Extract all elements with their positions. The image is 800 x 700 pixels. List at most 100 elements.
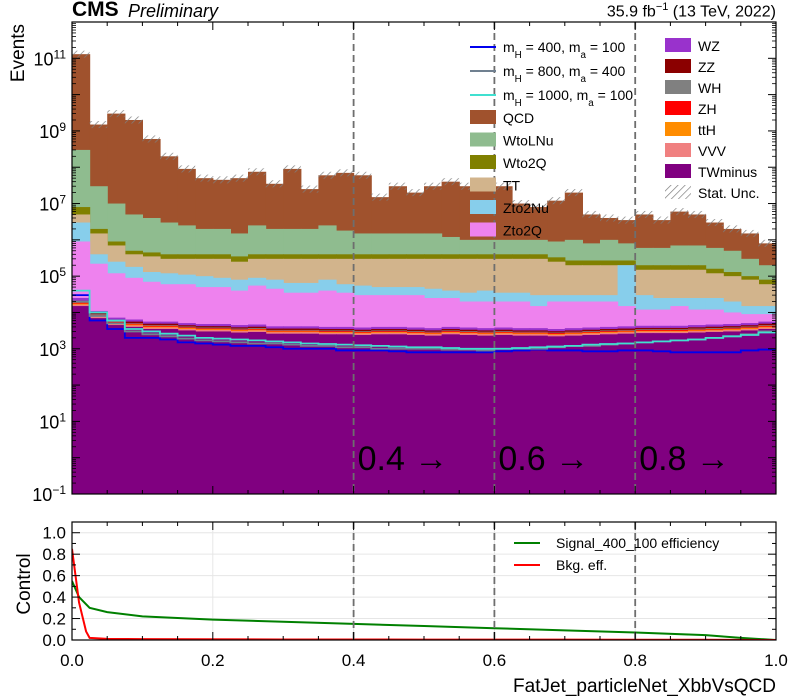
legend-swatch-stat [665,185,691,199]
stack-bar-twminus [740,330,759,494]
stat-unc-band [371,193,389,201]
stack-bar-twminus [177,330,196,494]
stat-unc-band [177,165,196,173]
efficiency-y-axis-label: Control [14,553,35,614]
stack-layer-twminus [72,306,776,494]
stacked-backgrounds [72,50,776,494]
stack-bar-twminus [265,333,284,494]
subscript: a [581,74,587,85]
y-tick-label: 1.0 [42,524,66,543]
experiment-label: CMS [72,0,119,21]
stat-unc-band [582,210,600,218]
y-tick-label: 103 [39,338,66,360]
x-tick-label: 0.4 [342,651,366,670]
legend-signal-label: mH = 1000, ma = 100 [503,87,633,109]
stack-bar-twminus [124,326,143,494]
legend-label: ttH [698,122,716,138]
stat-unc-band [635,210,653,218]
stat-unc-band [670,208,688,216]
subscript: a [588,98,594,109]
stack-bar-twminus [564,335,583,494]
stat-unc-band [564,189,583,197]
legend-swatch [470,222,496,237]
y-tick-label: 0.8 [42,545,66,564]
legend-signal-label: mH = 800, ma = 400 [503,63,625,85]
stat-unc-band [688,210,706,218]
x-tick-label: 0.6 [483,651,507,670]
stack-bar-twminus [336,334,355,494]
legend-label: TT [503,178,521,194]
x-axis-label: FatJet_particleNet_XbbVsQCD [513,676,776,697]
tick-base: 10 [39,122,59,142]
stat-unc-band [142,135,160,143]
stat-unc-band [740,229,759,237]
legend-label: WZ [698,38,720,54]
stack-bar-twminus [195,331,214,494]
luminosity-label: 35.9 fb−1 (13 TeV, 2022) [607,1,776,21]
subscript: a [581,50,587,61]
stat-unc-band [124,116,143,124]
legend-text-part: = 100 [594,87,634,103]
stat-unc-band [547,197,565,205]
stack-bar-twminus [705,331,724,494]
stat-unc-band [336,169,354,177]
stat-unc-band [300,185,319,193]
stat-unc-band [512,200,530,208]
stack-bar-twminus [212,331,231,494]
y-tick-label: 0.0 [42,631,66,650]
stack-bar-twminus [688,332,707,494]
stat-unc-band [248,168,266,176]
legend-label: Zto2Nu [503,200,549,216]
stack-bar-twminus [582,334,601,494]
lumi-suffix: (13 TeV, 2022) [668,3,776,21]
stat-unc-band [388,182,407,190]
tick-exponent: −1 [52,483,66,497]
stat-unc-band [459,182,477,190]
stat-unc-band [89,121,108,129]
legend-text-part: = 400, m [522,39,581,55]
legend-swatch [665,80,691,94]
efficiency-legend-label: Signal_400_100 efficiency [556,535,719,551]
y-tick-label: 109 [39,120,66,142]
main-y-axis-label: Events [8,24,29,82]
signal-line-0 [72,294,776,354]
stat-unc-band [652,216,671,224]
legend-label: Zto2Q [503,223,542,239]
legend-text-part: m [503,87,515,103]
legend-swatch [470,110,496,124]
legend-label: WtoLNu [503,133,554,149]
stack-bar-twminus [89,318,108,494]
legend-swatch [470,200,496,214]
stack-bar-twminus [300,333,319,494]
tick-exponent: 5 [59,265,66,279]
stack-bar-twminus [388,334,407,494]
legend-text-part: m [503,39,515,55]
tick-exponent: 9 [59,120,66,134]
stat-unc-band [318,171,336,179]
y-tick-label: 0.6 [42,567,66,586]
stack-bar-twminus [406,334,425,494]
legend-text-part: = 800, m [522,63,581,79]
tick-exponent: 3 [59,338,66,352]
x-tick-label: 0.2 [201,651,225,670]
legend-label: VVV [698,143,727,159]
stat-unc-band [107,110,125,118]
tick-exponent: 11 [54,47,67,61]
legend-swatch [665,164,691,178]
legend-label: Stat. Unc. [698,185,759,201]
legend-swatch [665,122,691,136]
tick-base: 10 [39,195,59,215]
stat-unc-band [441,178,460,186]
stack-bar-twminus [670,333,689,494]
tick-exponent: 7 [59,193,66,207]
tick-base: 10 [39,340,59,360]
stack-bar-twminus [617,333,636,494]
legend-text-part: = 1000, m [522,87,589,103]
legend-label: WH [698,80,721,96]
stack-bar-twminus [459,334,478,494]
tick-exponent: 1 [59,410,66,424]
legend-label: ZH [698,101,717,117]
legend-swatch [665,143,691,157]
stat-unc-band [160,152,178,160]
